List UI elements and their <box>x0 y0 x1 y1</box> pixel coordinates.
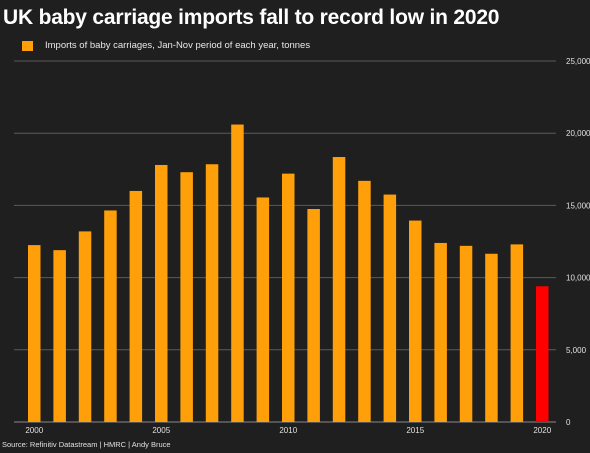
bar-2001 <box>53 250 66 422</box>
bar-2016 <box>434 242 447 422</box>
bar-2019 <box>510 244 524 422</box>
legend-swatch <box>22 40 33 51</box>
bar-2020 <box>536 286 549 422</box>
legend-label: Imports of baby carriages, Jan-Nov perio… <box>45 40 311 51</box>
bar-2017 <box>459 245 473 422</box>
bar-2004 <box>129 190 143 422</box>
x-tick-label: 2010 <box>279 426 297 435</box>
bar-2012 <box>332 157 346 422</box>
y-tick-label: 10,000 <box>566 274 590 283</box>
bar-2014 <box>383 194 397 422</box>
bar-2009 <box>256 197 270 422</box>
x-tick-label: 2015 <box>406 426 424 435</box>
chart-title: UK baby carriage imports fall to record … <box>3 6 500 29</box>
bar-2002 <box>78 231 92 422</box>
bar-2013 <box>358 180 371 422</box>
bar-2010 <box>282 173 295 422</box>
legend: Imports of baby carriages, Jan-Nov perio… <box>22 40 310 51</box>
bar-2006 <box>180 172 193 422</box>
bar-2003 <box>104 210 117 422</box>
x-tick-label: 2020 <box>533 426 551 435</box>
bar-2011 <box>307 209 320 422</box>
x-tick-label: 2005 <box>152 426 170 435</box>
y-tick-label: 25,000 <box>566 57 590 66</box>
source-note: Source: Refinitiv Datastream | HMRC | An… <box>2 440 171 449</box>
x-tick-label: 2000 <box>25 426 43 435</box>
bar-2018 <box>485 253 498 422</box>
bar-2008 <box>231 124 244 422</box>
y-tick-label: 20,000 <box>566 129 590 138</box>
bar-2007 <box>205 164 219 422</box>
y-tick-label: 15,000 <box>566 201 590 210</box>
y-tick-label: 0 <box>566 418 571 427</box>
bar-2005 <box>155 164 168 422</box>
y-tick-label: 5,000 <box>566 346 587 355</box>
bar-2000 <box>28 245 41 422</box>
bar-2015 <box>409 220 422 422</box>
